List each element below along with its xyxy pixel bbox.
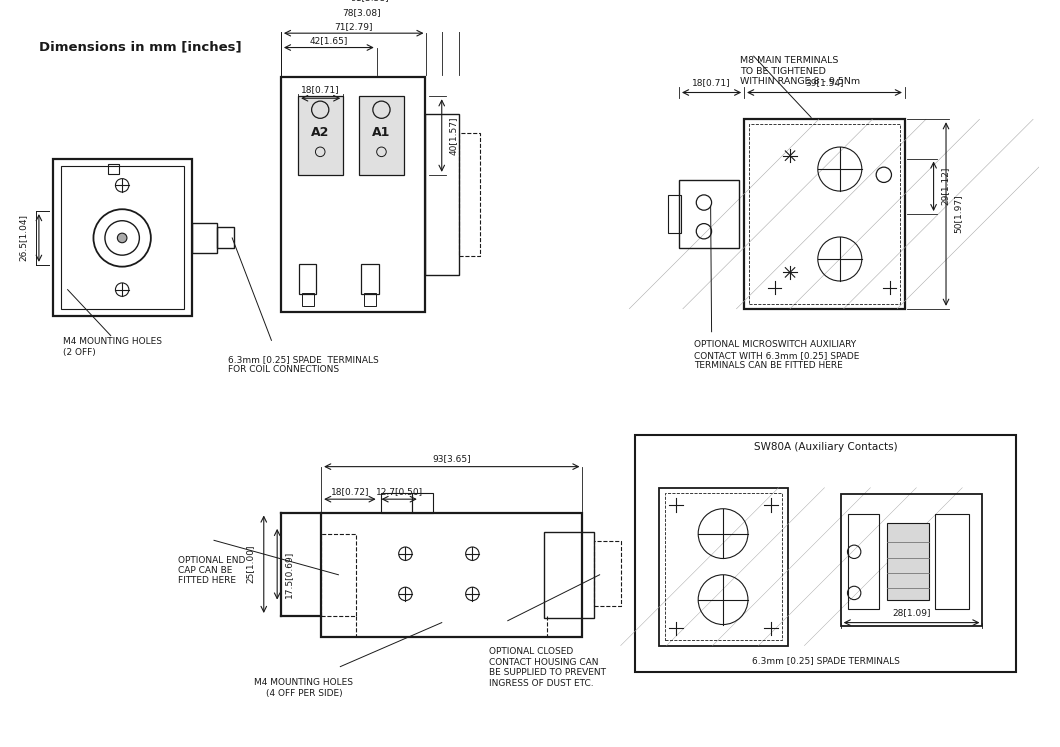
Text: 93[3.65]: 93[3.65] (432, 454, 471, 463)
Text: 42[1.65]: 42[1.65] (310, 37, 348, 46)
Text: OPTIONAL CLOSED
CONTACT HOUSING CAN
BE SUPPLIED TO PREVENT
INGRESS OF DUST ETC.: OPTIONAL CLOSED CONTACT HOUSING CAN BE S… (489, 648, 605, 688)
Text: M4 MOUNTING HOLES
(2 OFF): M4 MOUNTING HOLES (2 OFF) (63, 338, 162, 357)
Bar (412, 494, 434, 512)
Bar (635, 435, 1015, 672)
Bar (848, 513, 879, 610)
Bar (679, 179, 739, 249)
Text: 26.5[1.04]: 26.5[1.04] (18, 214, 28, 261)
Bar (361, 264, 378, 294)
Bar (302, 294, 314, 306)
Bar (744, 120, 905, 309)
Bar (192, 223, 217, 253)
Text: 50[1.97]: 50[1.97] (953, 195, 962, 233)
Text: 91[3.58]: 91[3.58] (351, 0, 389, 2)
Text: 71[2.79]: 71[2.79] (335, 22, 373, 31)
Bar (841, 495, 983, 627)
Text: Dimensions in mm [inches]: Dimensions in mm [inches] (39, 41, 242, 54)
Bar (299, 264, 316, 294)
Text: 78[3.08]: 78[3.08] (342, 7, 381, 16)
Bar (668, 195, 681, 233)
Text: 6.3mm [0.25] SPADE TERMINALS: 6.3mm [0.25] SPADE TERMINALS (752, 657, 899, 666)
Bar (459, 133, 480, 256)
Bar (594, 542, 621, 607)
Bar (321, 533, 356, 616)
Text: SW80A (Auxiliary Contacts): SW80A (Auxiliary Contacts) (754, 441, 897, 451)
Bar (887, 523, 929, 600)
Text: 28[1.09]: 28[1.09] (893, 609, 931, 618)
Bar (424, 114, 459, 275)
Text: 17.5[0.69]: 17.5[0.69] (284, 551, 294, 598)
Bar (53, 158, 192, 317)
Text: 18[0.71]: 18[0.71] (692, 78, 731, 87)
Text: M8 MAIN TERMINALS
TO BE TIGHTENED
WITHIN RANGE 8 - 9.5Nm: M8 MAIN TERMINALS TO BE TIGHTENED WITHIN… (740, 56, 861, 86)
Text: M4 MOUNTING HOLES
(4 OFF PER SIDE): M4 MOUNTING HOLES (4 OFF PER SIDE) (254, 678, 353, 698)
Bar (365, 294, 375, 306)
Text: A2: A2 (311, 126, 330, 139)
Bar (359, 96, 405, 175)
Bar (217, 227, 234, 249)
Text: OPTIONAL END
CAP CAN BE
FITTED HERE: OPTIONAL END CAP CAN BE FITTED HERE (178, 556, 245, 586)
Text: 25[1.00]: 25[1.00] (246, 545, 254, 583)
Bar (108, 164, 120, 174)
Bar (665, 494, 782, 640)
Bar (935, 513, 969, 610)
Bar (281, 77, 424, 311)
Bar (659, 488, 789, 645)
Bar (321, 512, 582, 637)
Text: 40[1.57]: 40[1.57] (448, 117, 458, 155)
Bar (749, 124, 900, 304)
Bar (298, 96, 343, 175)
Circle shape (118, 233, 127, 243)
Bar (544, 532, 594, 618)
Text: 6.3mm [0.25] SPADE  TERMINALS
FOR COIL CONNECTIONS: 6.3mm [0.25] SPADE TERMINALS FOR COIL CO… (228, 355, 379, 374)
Text: 39[1.54]: 39[1.54] (806, 78, 844, 87)
Bar (382, 494, 412, 512)
Text: 18[0.72]: 18[0.72] (331, 487, 369, 496)
Text: 29[1.12]: 29[1.12] (940, 167, 950, 205)
Bar (60, 166, 184, 309)
Text: 12.7[0.50]: 12.7[0.50] (376, 487, 423, 496)
Text: A1: A1 (372, 126, 391, 139)
Text: OPTIONAL MICROSWITCH AUXILIARY
CONTACT WITH 6.3mm [0.25] SPADE
TERMINALS CAN BE : OPTIONAL MICROSWITCH AUXILIARY CONTACT W… (694, 341, 860, 370)
Text: 18[0.71]: 18[0.71] (301, 85, 339, 94)
